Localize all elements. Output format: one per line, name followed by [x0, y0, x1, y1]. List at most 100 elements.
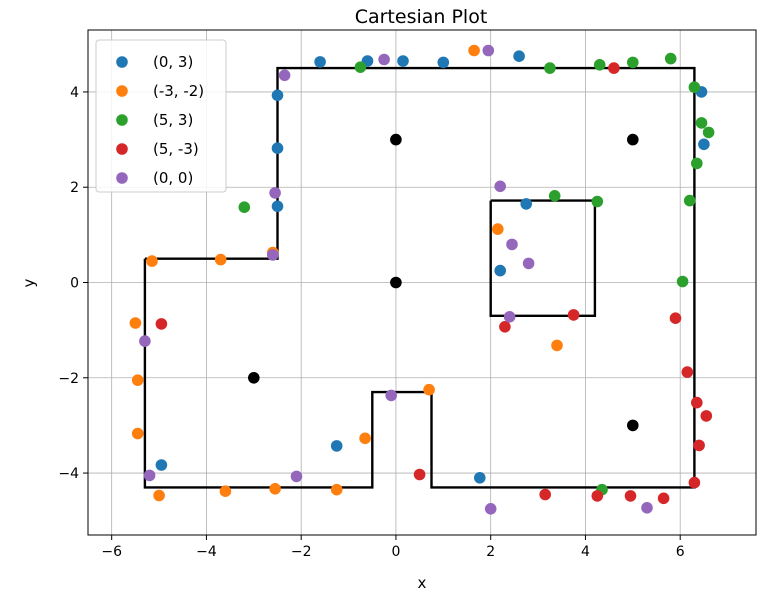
data-point-series-5 — [522, 257, 535, 270]
data-point-series-3 — [691, 157, 703, 170]
legend-marker — [116, 85, 128, 97]
data-point-series-1 — [494, 264, 507, 277]
x-tick-label: −6 — [101, 544, 122, 560]
data-point-series-1 — [271, 200, 284, 213]
data-point-series-4 — [693, 439, 705, 452]
data-point-series-3 — [702, 126, 715, 139]
data-point-series-5 — [641, 502, 653, 514]
data-point-series-3 — [544, 62, 556, 74]
outer-outline-path — [143, 66, 696, 489]
legend: (0, 3) (-3, -2) (5, 3) (5, -3) (0, 0) — [95, 39, 227, 193]
data-point-series-3 — [593, 59, 606, 71]
data-point-series-1 — [474, 472, 486, 484]
data-point-series-2 — [131, 427, 144, 440]
data-point-series-2 — [468, 44, 480, 57]
data-point-series-2 — [219, 485, 232, 498]
data-point-series-1 — [330, 440, 343, 452]
data-point-series-4 — [413, 468, 426, 481]
data-point-series-1 — [314, 56, 326, 68]
y-tick-label: 0 — [70, 276, 79, 292]
y-tick-label: −2 — [58, 371, 79, 387]
x-tick-label: −4 — [196, 544, 217, 560]
data-point-series-5 — [143, 469, 156, 482]
x-axis-label: x — [418, 574, 427, 592]
data-point-series-1 — [437, 56, 450, 69]
y-axis-label: y — [20, 278, 38, 287]
legend-marker — [116, 143, 128, 155]
black-reference-point — [390, 133, 402, 146]
data-point-series-3 — [676, 275, 689, 288]
inner-rectangle-path — [489, 199, 597, 317]
data-point-series-1 — [397, 55, 409, 67]
data-point-series-5 — [278, 69, 291, 82]
data-point-series-4 — [700, 410, 713, 422]
data-point-series-2 — [153, 489, 165, 502]
legend-entry-label: (-3, -2) — [153, 82, 204, 100]
data-point-series-2 — [423, 383, 435, 396]
black-reference-point — [248, 372, 260, 384]
x-tick-label: 6 — [676, 544, 685, 560]
data-point-series-4 — [681, 366, 694, 378]
data-point-series-4 — [155, 318, 168, 330]
data-point-series-4 — [691, 396, 703, 409]
legend-entry-label: (5, -3) — [153, 140, 199, 158]
data-point-series-2 — [146, 255, 158, 267]
outline-shapes — [143, 66, 696, 489]
data-point-series-5 — [378, 53, 390, 66]
data-point-series-2 — [131, 374, 144, 387]
grid — [88, 30, 756, 535]
legend-entry-label: (0, 0) — [153, 169, 193, 187]
legend-box — [95, 39, 227, 193]
data-point-series-3 — [238, 201, 251, 213]
data-point-series-4 — [624, 490, 637, 502]
y-tick-label: 2 — [70, 180, 79, 196]
data-point-series-2 — [359, 432, 371, 445]
legend-marker — [116, 172, 128, 184]
data-point-series-5 — [503, 311, 516, 323]
data-point-series-2 — [214, 253, 227, 266]
data-point-series-5 — [484, 503, 497, 515]
data-point-series-4 — [608, 62, 620, 74]
data-point-series-4 — [688, 476, 701, 489]
y-tick-label: 4 — [70, 85, 79, 101]
data-point-series-1 — [155, 459, 168, 471]
data-point-series-5 — [494, 180, 507, 193]
x-tick-label: 2 — [486, 544, 495, 560]
data-point-series-2 — [269, 483, 281, 495]
data-point-series-5 — [506, 238, 518, 251]
chart-title: Cartesian Plot — [355, 6, 488, 28]
data-point-series-4 — [657, 492, 670, 505]
black-reference-point — [627, 133, 639, 146]
data-point-series-2 — [551, 339, 563, 352]
x-tick-label: 0 — [391, 544, 400, 560]
data-point-series-5 — [385, 389, 398, 402]
y-tick-label: −4 — [58, 466, 79, 482]
black-reference-point — [627, 419, 639, 432]
legend-entry-label: (0, 3) — [153, 53, 193, 71]
data-point-series-2 — [492, 223, 504, 235]
data-point-series-4 — [539, 488, 551, 501]
data-point-series-2 — [330, 483, 343, 496]
legend-marker — [116, 56, 128, 68]
data-point-series-1 — [271, 89, 284, 102]
data-point-series-3 — [591, 195, 604, 208]
data-point-series-5 — [290, 470, 303, 483]
data-point-series-3 — [688, 81, 701, 93]
black-points — [248, 133, 639, 432]
data-point-series-1 — [520, 198, 532, 210]
data-point-series-3 — [683, 194, 696, 207]
data-point-series-5 — [267, 249, 279, 261]
data-point-series-3 — [627, 56, 639, 69]
x-tick-label: −2 — [291, 544, 312, 560]
black-reference-point — [390, 276, 402, 289]
data-point-series-5 — [482, 44, 495, 57]
x-tick-label: 4 — [581, 544, 590, 560]
data-point-series-2 — [129, 317, 142, 329]
data-point-series-5 — [269, 187, 281, 199]
data-point-series-3 — [548, 190, 561, 202]
data-point-series-3 — [695, 117, 708, 129]
data-point-series-4 — [591, 490, 604, 502]
legend-entry-label: (5, 3) — [153, 111, 193, 129]
data-point-series-4 — [499, 321, 511, 333]
